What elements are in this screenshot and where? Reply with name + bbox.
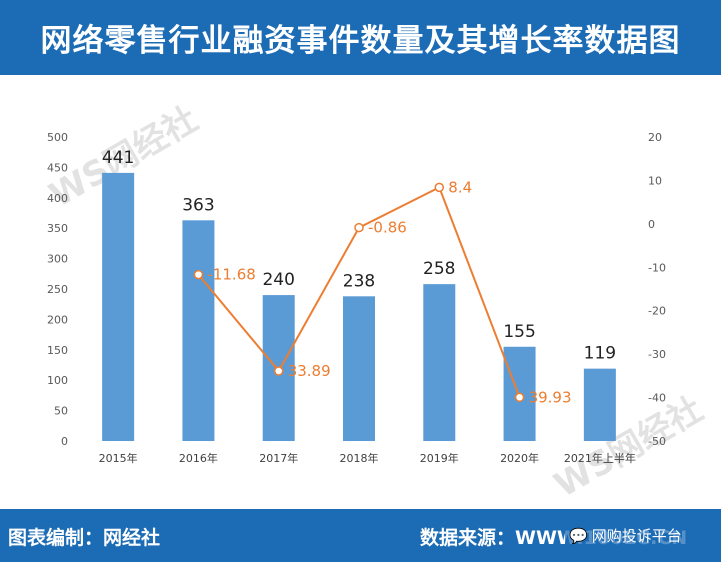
line-point (514, 392, 525, 403)
bar-data-label: 240 (262, 270, 294, 290)
line-point (434, 182, 445, 193)
right-axis-tick: 0 (648, 218, 655, 231)
x-axis-tick: 2021年上半年 (564, 451, 636, 465)
x-axis-tick: 2018年 (340, 451, 379, 465)
footer-bar: 图表编制：网经社 数据来源：WWW.100EC.CN 💬 网购投诉平台 (0, 509, 721, 562)
bar-data-label: 258 (423, 259, 455, 279)
left-axis-tick: 500 (47, 131, 68, 144)
bar (102, 172, 135, 441)
x-axis-tick: 2017年 (259, 451, 298, 465)
bar (182, 220, 215, 441)
header-bar: 网络零售行业融资事件数量及其增长率数据图 (0, 0, 721, 75)
line-data-label: -0.86 (368, 219, 407, 237)
left-axis-tick: 0 (61, 435, 68, 448)
line-point (273, 366, 284, 376)
right-axis-tick: 20 (648, 131, 662, 144)
footer-credit: 图表编制：网经社 (8, 527, 161, 549)
bar-data-label: 363 (182, 195, 214, 215)
right-axis-tick: -20 (648, 305, 666, 318)
right-axis-tick: -40 (648, 392, 666, 405)
x-axis-tick: 2019年 (420, 451, 459, 465)
right-axis-tick: -10 (648, 261, 666, 274)
wechat-icon: 💬 (569, 526, 588, 545)
right-axis-tick: -30 (648, 348, 666, 361)
left-axis-tick: 350 (47, 222, 68, 235)
left-axis-tick: 50 (54, 405, 68, 418)
x-axis-tick: 2015年 (99, 451, 138, 465)
x-axis-tick: 2016年 (179, 451, 218, 465)
right-axis-tick: 10 (648, 174, 662, 187)
wechat-account: 💬 网购投诉平台 (565, 525, 686, 546)
left-axis-tick: 300 (47, 253, 68, 266)
left-axis-tick: 200 (47, 313, 68, 326)
x-axis-tick: 2020年 (500, 451, 539, 465)
line-point (193, 269, 204, 280)
wechat-account-name: 网购投诉平台 (591, 527, 682, 545)
line-data-label: 8.4 (448, 178, 472, 196)
left-axis-tick: 100 (47, 374, 68, 387)
line-point (354, 222, 364, 233)
chart-title: 网络零售行业融资事件数量及其增长率数据图 (40, 23, 681, 59)
left-axis-tick: 450 (47, 161, 68, 174)
bar-data-label: 238 (343, 271, 375, 291)
bar (583, 368, 616, 441)
bar (343, 296, 375, 441)
line-data-label: 33.89 (288, 362, 331, 380)
left-axis-tick: 150 (47, 344, 68, 357)
bar (423, 284, 456, 441)
bar-data-label: 119 (584, 344, 616, 364)
line-data-label: 39.93 (529, 388, 572, 406)
left-axis-tick: 400 (47, 192, 68, 205)
right-axis-tick: -50 (648, 435, 666, 448)
line-data-label: -11.68 (207, 266, 255, 284)
bar-data-label: 441 (102, 148, 134, 168)
left-axis-tick: 250 (47, 283, 68, 296)
bar-data-label: 155 (503, 322, 535, 342)
